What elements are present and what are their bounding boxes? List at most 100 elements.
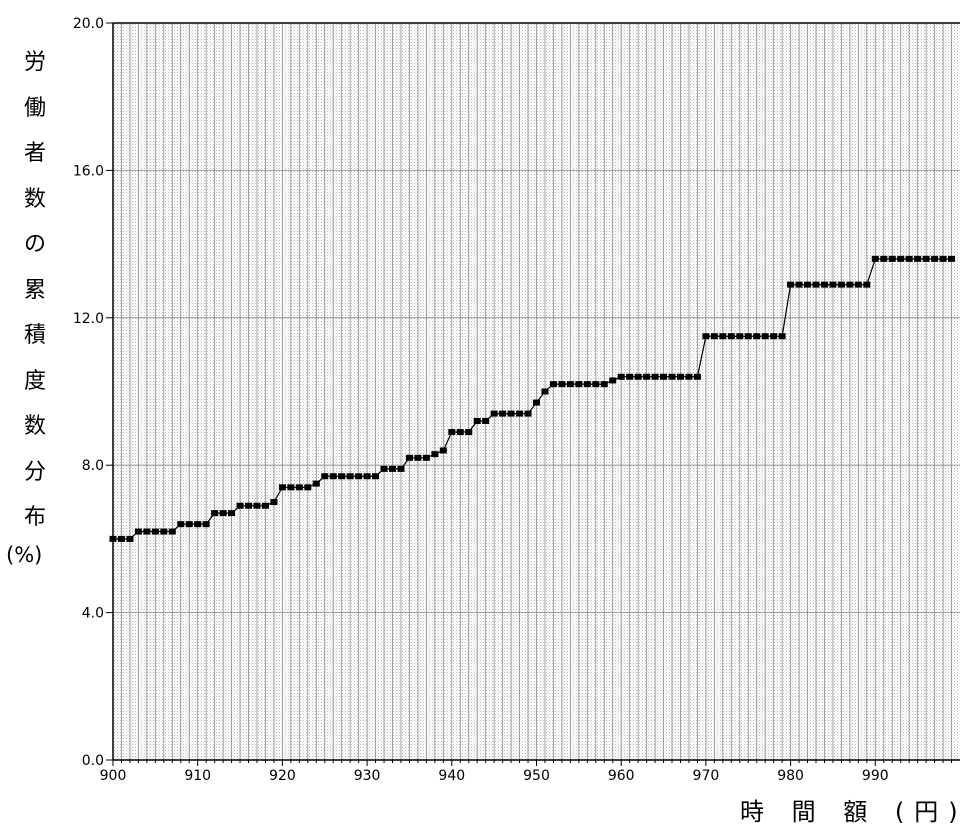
x-tick-label: 920 [269,768,296,784]
data-point [837,281,845,288]
x-tick-label: 960 [608,768,635,784]
y-tick-label: 12.0 [73,311,104,327]
y-axis-label-char: の [23,232,46,257]
data-point [346,473,354,480]
x-tick-label: 950 [523,768,550,784]
data-point [761,333,769,340]
data-point [405,454,413,461]
y-axis-ticks: 0.0 4.0 8.0 12.0 16.0 20.0 [73,16,113,769]
data-point [914,255,922,262]
data-point [465,429,473,436]
data-point [575,381,583,388]
x-tick-label: 980 [777,768,804,784]
data-point [583,381,591,388]
data-point [211,510,219,517]
data-point [693,373,701,380]
data-point [270,499,278,506]
data-point [854,281,862,288]
data-point [287,484,295,491]
data-point [507,410,515,417]
data-point [727,333,735,340]
data-point [295,484,303,491]
y-tick-label: 4.0 [82,606,104,622]
data-point [736,333,744,340]
data-point [236,502,244,509]
data-point [710,333,718,340]
y-axis-label-char: 度 [23,368,46,394]
data-point [753,333,761,340]
data-point [126,535,134,542]
x-tick-label: 940 [438,768,465,784]
data-point [338,473,346,480]
x-tick-label: 930 [354,768,381,784]
data-point [228,510,236,517]
data-point [414,454,422,461]
series-cumulative [109,255,956,542]
data-point [304,484,312,491]
data-point [626,373,634,380]
data-point [549,381,557,388]
data-point [592,381,600,388]
data-point [524,410,532,417]
data-point [897,255,905,262]
data-point [778,333,786,340]
data-point [609,377,617,384]
y-axis-label-char: 累 [23,277,46,303]
y-axis-label-char: 数 [23,186,46,212]
data-point [651,373,659,380]
data-point [820,281,828,288]
y-tick-label: 0.0 [82,753,104,769]
data-point [490,410,498,417]
data-point [558,381,566,388]
data-point [117,535,125,542]
grid [112,22,960,761]
data-point [617,373,625,380]
data-point [151,528,159,535]
data-point [482,417,490,424]
data-point [931,255,939,262]
y-axis-label-char: 働 [23,95,46,121]
data-point [871,255,879,262]
data-point [634,373,642,380]
data-point [948,255,956,262]
x-tick-label: 900 [100,768,127,784]
data-point [363,473,371,480]
data-point [143,528,151,535]
data-point [261,502,269,509]
data-point [177,521,185,528]
data-point [829,281,837,288]
data-point [600,381,608,388]
data-point [795,281,803,288]
data-point [499,410,507,417]
y-axis-label-char: 者 [23,141,46,166]
data-point [812,281,820,288]
data-point [431,451,439,458]
data-point [422,454,430,461]
data-point [202,521,210,528]
data-point [245,502,253,509]
data-point [863,281,871,288]
data-point [253,502,261,509]
data-point [787,281,795,288]
data-point [888,255,896,262]
data-point [643,373,651,380]
data-point [922,255,930,262]
y-tick-label: 8.0 [82,458,104,474]
data-point [389,465,397,472]
y-axis-label-char: 分 [23,459,46,485]
x-tick-label: 990 [862,768,889,784]
data-point [660,373,668,380]
x-axis-ticks: 900 910 920 930 940 950 960 970 980 990 [100,760,953,784]
data-point [719,333,727,340]
data-point [566,381,574,388]
data-point [702,333,710,340]
data-point [448,429,456,436]
data-point [134,528,142,535]
data-point [219,510,227,517]
data-point [541,388,549,395]
data-point [194,521,202,528]
data-point [744,333,752,340]
y-axis-label-char: 数 [23,414,46,439]
data-point [905,255,913,262]
